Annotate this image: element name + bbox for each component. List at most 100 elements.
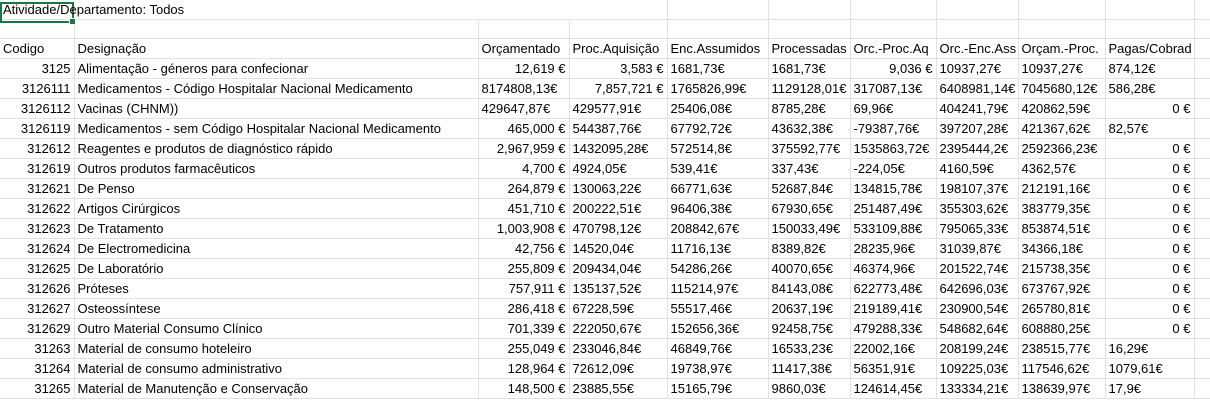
title-cell[interactable]: Atividade/Departamento: Todos [0, 0, 478, 20]
empty-cell[interactable] [1194, 38, 1210, 59]
header-cell-enc-assumidos[interactable]: Enc.Assumidos [667, 38, 769, 59]
cell-designacao[interactable]: Osteossíntese [74, 298, 479, 319]
empty-cell[interactable] [1194, 118, 1210, 139]
cell-orcamentado[interactable]: 757,911 € [478, 278, 570, 299]
cell-enc-assumidos[interactable]: 15165,79€ [667, 378, 769, 399]
empty-cell[interactable] [1194, 138, 1210, 159]
cell-orcamentado[interactable]: 451,710 € [478, 198, 570, 219]
empty-cell[interactable] [667, 0, 769, 20]
cell-enc-assumidos[interactable]: 66771,63€ [667, 178, 769, 199]
cell-orcamentado[interactable]: 465,000 € [478, 118, 570, 139]
cell-enc-assumidos[interactable]: 25406,08€ [667, 98, 769, 119]
empty-cell[interactable] [1194, 98, 1210, 119]
header-cell-codigo[interactable]: Codigo [0, 38, 75, 59]
cell-pagas-cobrad[interactable]: 17,9€ [1105, 378, 1195, 399]
cell-processadas[interactable]: 150033,49€ [768, 218, 851, 239]
cell-orcam-proc[interactable]: 421367,62€ [1018, 118, 1106, 139]
cell-processadas[interactable]: 1129128,01€ [768, 78, 851, 99]
cell-orc-proc-aq[interactable]: -224,05€ [850, 158, 937, 179]
cell-orcam-proc[interactable]: 265780,81€ [1018, 298, 1106, 319]
cell-codigo[interactable]: 312627 [0, 298, 75, 319]
cell-orc-proc-aq[interactable]: 1535863,72€ [850, 138, 937, 159]
cell-pagas-cobrad[interactable]: 0 € [1105, 298, 1195, 319]
cell-codigo[interactable]: 312625 [0, 258, 75, 279]
cell-enc-assumidos[interactable]: 55517,46€ [667, 298, 769, 319]
cell-orc-enc-ass[interactable]: 10937,27€ [936, 58, 1019, 79]
cell-codigo[interactable]: 312624 [0, 238, 75, 259]
cell-designacao[interactable]: Próteses [74, 278, 479, 299]
cell-orcam-proc[interactable]: 383779,35€ [1018, 198, 1106, 219]
cell-orcam-proc[interactable]: 608880,25€ [1018, 318, 1106, 339]
cell-designacao[interactable]: De Laboratório [74, 258, 479, 279]
empty-cell[interactable] [1194, 218, 1210, 239]
empty-cell[interactable] [768, 0, 851, 20]
cell-processadas[interactable]: 8389,82€ [768, 238, 851, 259]
cell-orc-proc-aq[interactable]: 69,96€ [850, 98, 937, 119]
header-cell-pagas-cobrad[interactable]: Pagas/Cobrad [1105, 38, 1195, 59]
cell-orcamentado[interactable]: 429647,87€ [478, 98, 570, 119]
cell-pagas-cobrad[interactable]: 0 € [1105, 218, 1195, 239]
empty-cell[interactable] [1105, 19, 1195, 39]
empty-cell[interactable] [0, 19, 75, 39]
cell-pagas-cobrad[interactable]: 0 € [1105, 178, 1195, 199]
empty-cell[interactable] [1194, 318, 1210, 339]
empty-cell[interactable] [1018, 19, 1106, 39]
cell-orcam-proc[interactable]: 7045680,12€ [1018, 78, 1106, 99]
header-cell-designacao[interactable]: Designação [74, 38, 479, 59]
cell-pagas-cobrad[interactable]: 16,29€ [1105, 338, 1195, 359]
cell-pagas-cobrad[interactable]: 0 € [1105, 158, 1195, 179]
cell-orc-enc-ass[interactable]: 109225,03€ [936, 358, 1019, 379]
cell-processadas[interactable]: 40070,65€ [768, 258, 851, 279]
cell-enc-assumidos[interactable]: 96406,38€ [667, 198, 769, 219]
cell-processadas[interactable]: 84143,08€ [768, 278, 851, 299]
cell-codigo[interactable]: 3126119 [0, 118, 75, 139]
cell-codigo[interactable]: 31264 [0, 358, 75, 379]
cell-processadas[interactable]: 16533,23€ [768, 338, 851, 359]
cell-codigo[interactable]: 312629 [0, 318, 75, 339]
empty-cell[interactable] [936, 0, 1019, 20]
cell-orc-proc-aq[interactable]: 22002,16€ [850, 338, 937, 359]
cell-orc-enc-ass[interactable]: 795065,33€ [936, 218, 1019, 239]
cell-orc-proc-aq[interactable]: 134815,78€ [850, 178, 937, 199]
cell-designacao[interactable]: De Electromedicina [74, 238, 479, 259]
cell-enc-assumidos[interactable]: 67792,72€ [667, 118, 769, 139]
empty-cell[interactable] [1194, 358, 1210, 379]
cell-orcamentado[interactable]: 4,700 € [478, 158, 570, 179]
cell-enc-assumidos[interactable]: 54286,26€ [667, 258, 769, 279]
cell-designacao[interactable]: Material de Manutenção e Conservação [74, 378, 479, 399]
empty-cell[interactable] [850, 19, 937, 39]
header-cell-orcamentado[interactable]: Orçamentado [478, 38, 570, 59]
cell-orc-enc-ass[interactable]: 198107,37€ [936, 178, 1019, 199]
cell-codigo[interactable]: 312621 [0, 178, 75, 199]
empty-cell[interactable] [667, 19, 769, 39]
empty-cell[interactable] [1194, 258, 1210, 279]
header-cell-processadas[interactable]: Processadas [768, 38, 851, 59]
cell-enc-assumidos[interactable]: 11716,13€ [667, 238, 769, 259]
cell-orc-enc-ass[interactable]: 201522,74€ [936, 258, 1019, 279]
cell-proc-aquisicao[interactable]: 4924,05€ [569, 158, 668, 179]
cell-proc-aquisicao[interactable]: 14520,04€ [569, 238, 668, 259]
cell-codigo[interactable]: 3126111 [0, 78, 75, 99]
cell-codigo[interactable]: 31265 [0, 378, 75, 399]
empty-cell[interactable] [1194, 378, 1210, 399]
empty-cell[interactable] [1194, 78, 1210, 99]
cell-orc-proc-aq[interactable]: 46374,96€ [850, 258, 937, 279]
cell-orcam-proc[interactable]: 10937,27€ [1018, 58, 1106, 79]
cell-enc-assumidos[interactable]: 115214,97€ [667, 278, 769, 299]
cell-processadas[interactable]: 8785,28€ [768, 98, 851, 119]
cell-designacao[interactable]: Alimentação - géneros para confecionar [74, 58, 479, 79]
cell-designacao[interactable]: De Penso [74, 178, 479, 199]
cell-orc-enc-ass[interactable]: 397207,28€ [936, 118, 1019, 139]
cell-codigo[interactable]: 312623 [0, 218, 75, 239]
cell-designacao[interactable]: Medicamentos - Código Hospitalar Naciona… [74, 78, 479, 99]
cell-orcam-proc[interactable]: 2592366,23€ [1018, 138, 1106, 159]
cell-proc-aquisicao[interactable]: 470798,12€ [569, 218, 668, 239]
cell-orcamentado[interactable]: 701,339 € [478, 318, 570, 339]
cell-pagas-cobrad[interactable]: 0 € [1105, 198, 1195, 219]
cell-proc-aquisicao[interactable]: 233046,84€ [569, 338, 668, 359]
empty-cell[interactable] [1105, 0, 1195, 20]
cell-enc-assumidos[interactable]: 572514,8€ [667, 138, 769, 159]
empty-cell[interactable] [1194, 0, 1210, 20]
cell-proc-aquisicao[interactable]: 429577,91€ [569, 98, 668, 119]
cell-pagas-cobrad[interactable]: 0 € [1105, 98, 1195, 119]
